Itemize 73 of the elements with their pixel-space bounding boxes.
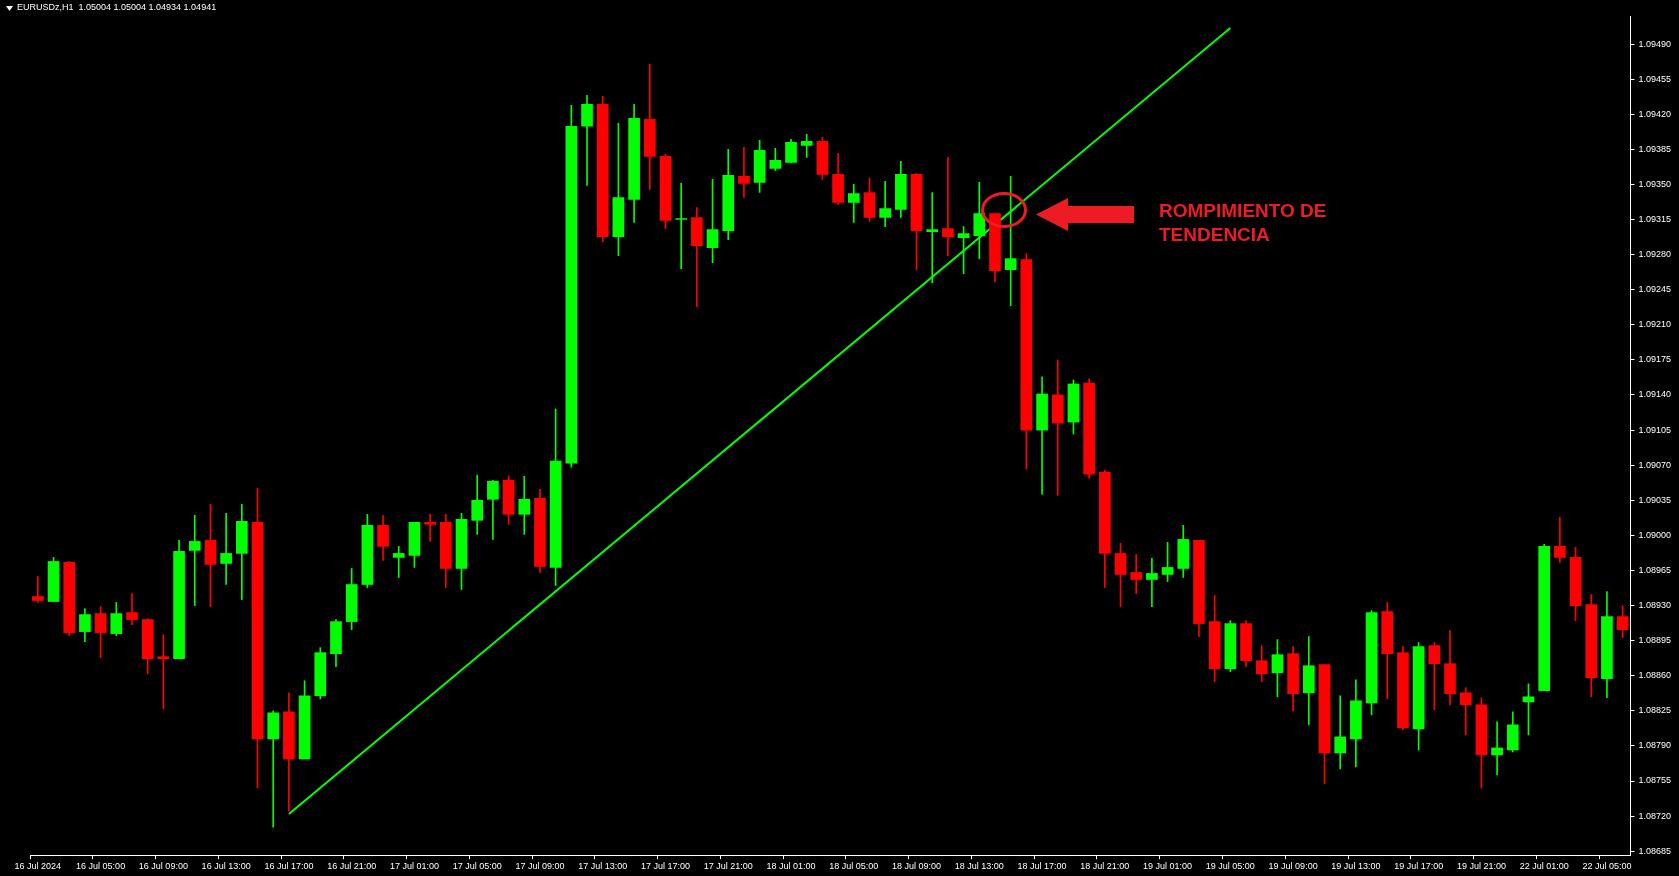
y-tick-label: 1.08895: [1638, 635, 1672, 646]
x-tick-label: 16 Jul 09:00: [138, 861, 188, 872]
x-tick-label: 18 Jul 17:00: [1017, 861, 1067, 872]
y-tick-label: 1.08860: [1638, 670, 1672, 681]
x-tick-label: 18 Jul 05:00: [829, 861, 879, 872]
y-tick-label: 1.08720: [1638, 810, 1672, 821]
y-tick-label: 1.08930: [1638, 600, 1672, 611]
y-tick-label: 1.09385: [1638, 143, 1672, 154]
x-tick-label: 19 Jul 05:00: [1205, 861, 1255, 872]
candlestick: [392, 546, 405, 578]
x-tick-label: 16 Jul 2024: [14, 861, 62, 872]
candlestick: [1004, 176, 1017, 307]
y-tick-label: 1.09245: [1638, 284, 1672, 295]
y-tick-label: 1.09035: [1638, 494, 1672, 505]
x-tick-label: 17 Jul 21:00: [703, 861, 753, 872]
candlestick: [847, 184, 860, 223]
x-tick-label: 16 Jul 17:00: [264, 861, 314, 872]
candlestick: [738, 147, 750, 198]
y-tick-label: 1.08790: [1638, 740, 1672, 751]
candlestick: [581, 94, 593, 186]
candlestick: [220, 512, 232, 585]
y-tick-label: 1.09280: [1638, 249, 1672, 260]
candlestick: [424, 513, 436, 542]
x-tick-label: 19 Jul 13:00: [1331, 861, 1381, 872]
y-tick-label: 1.08825: [1638, 705, 1672, 716]
y-tick-label: 1.09490: [1638, 38, 1672, 49]
x-tick-label: 18 Jul 21:00: [1080, 861, 1130, 872]
x-tick-label: 18 Jul 09:00: [892, 861, 942, 872]
candlestick: [188, 514, 201, 606]
x-tick-label: 18 Jul 01:00: [766, 861, 816, 872]
x-tick-label: 17 Jul 01:00: [389, 861, 439, 872]
y-tick-label: 1.09455: [1638, 73, 1672, 84]
x-tick-label: 18 Jul 13:00: [954, 861, 1004, 872]
annotation: ROMPIMIENTO DE TENDENCIA: [1159, 199, 1328, 247]
candlestick: [1491, 721, 1503, 776]
candlestick: [1146, 558, 1158, 607]
y-tick-label: 1.09105: [1638, 424, 1672, 435]
candlestick: [126, 593, 138, 625]
candlestick: [267, 710, 280, 828]
x-tick-label: 19 Jul 01:00: [1143, 861, 1193, 872]
candlestick: [879, 181, 891, 227]
x-tick-label: 17 Jul 17:00: [640, 861, 690, 872]
x-tick-label: 16 Jul 21:00: [327, 861, 377, 872]
candlestick: [675, 183, 687, 269]
y-tick-label: 1.09210: [1638, 319, 1672, 330]
candlestick: [800, 133, 813, 158]
candlestick: [1130, 554, 1143, 594]
x-tick-label: 17 Jul 13:00: [578, 861, 628, 872]
y-tick-label: 1.09140: [1638, 389, 1672, 400]
candlestick: [1051, 359, 1064, 496]
candlestick: [942, 157, 954, 256]
candlestick: [32, 576, 44, 603]
x-tick-label: 22 Jul 01:00: [1519, 861, 1569, 872]
x-tick-label: 17 Jul 09:00: [515, 861, 565, 872]
y-tick-label: 1.08965: [1638, 564, 1672, 575]
x-tick-label: 17 Jul 05:00: [452, 861, 502, 872]
y-tick-label: 1.09315: [1638, 214, 1672, 225]
chart-title: EURUSDz,H1 1.05004 1.05004 1.04934 1.04941: [17, 2, 217, 12]
x-tick-label: 16 Jul 13:00: [201, 861, 251, 872]
y-tick-label: 1.09000: [1638, 529, 1672, 540]
x-tick-label: 19 Jul 17:00: [1394, 861, 1444, 872]
x-tick-label: 16 Jul 05:00: [76, 861, 126, 872]
y-tick-label: 1.09350: [1638, 178, 1672, 189]
y-tick-label: 1.09420: [1638, 108, 1672, 119]
y-tick-label: 1.09175: [1638, 354, 1672, 365]
y-tick-label: 1.08685: [1638, 845, 1672, 856]
y-tick-label: 1.09070: [1638, 459, 1672, 470]
x-tick-label: 22 Jul 05:00: [1582, 861, 1632, 872]
y-tick-label: 1.08755: [1638, 775, 1672, 786]
x-tick-label: 19 Jul 21:00: [1456, 861, 1506, 872]
candlestick: [926, 192, 939, 284]
x-tick-label: 19 Jul 09:00: [1268, 861, 1318, 872]
candlestick: [1334, 695, 1347, 770]
